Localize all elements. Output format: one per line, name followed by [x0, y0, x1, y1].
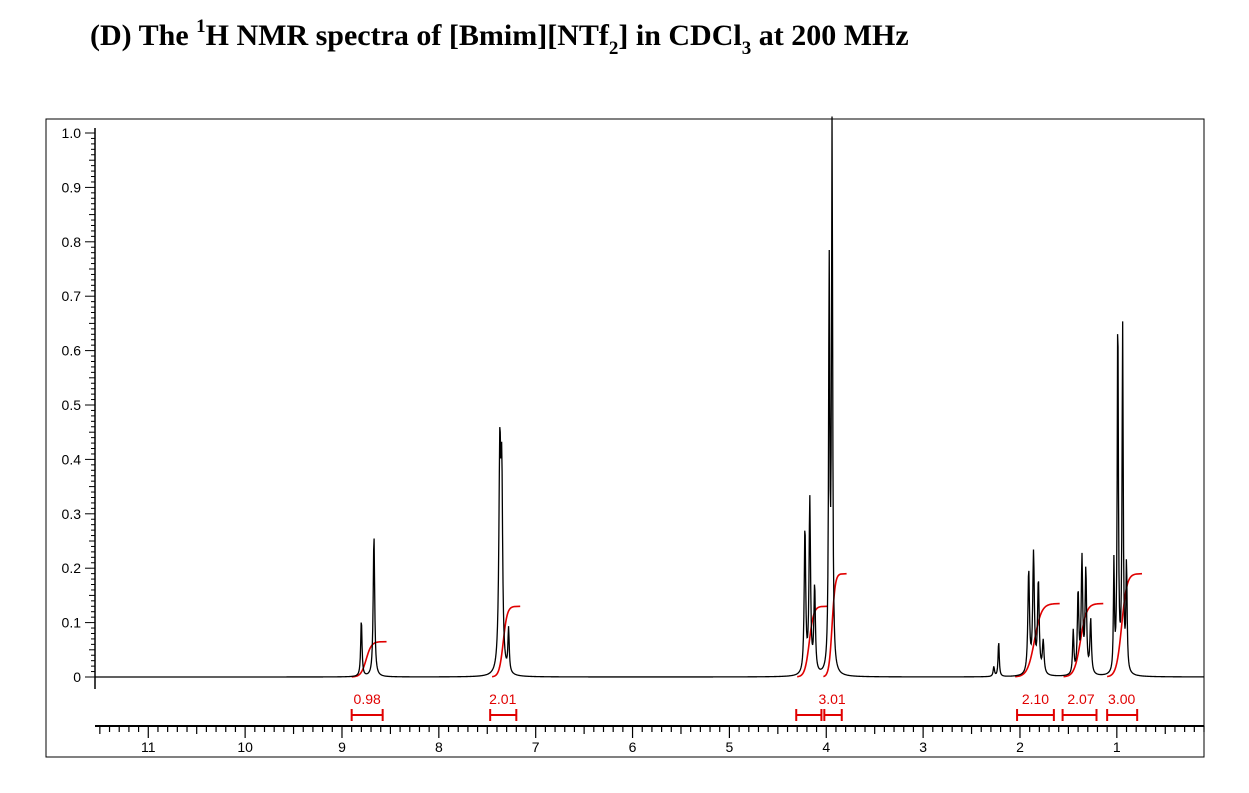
- y-tick-label: 0.7: [62, 288, 82, 304]
- integral-curve: [1107, 572, 1143, 678]
- integral-curve: [491, 605, 521, 678]
- y-tick-label: 0: [73, 669, 81, 685]
- integral-value-label: 2.07: [1067, 691, 1094, 707]
- spectrum-line: [95, 116, 1204, 678]
- title-mid: ] in CDCl: [618, 19, 742, 52]
- title-panel-label: (D): [90, 19, 132, 52]
- integral-value-label: 3.00: [1108, 691, 1135, 707]
- title-suffix: at 200 MHz: [751, 19, 909, 52]
- integral-curves: [351, 572, 1143, 678]
- x-tick-label: 9: [338, 739, 346, 755]
- integral-curve: [797, 605, 828, 678]
- y-tick-label: 0.9: [62, 179, 82, 195]
- plot-frame: [45, 118, 1205, 758]
- integral-value-label: 2.10: [1022, 691, 1049, 707]
- integral-curve: [823, 572, 847, 678]
- x-tick-label: 5: [726, 739, 734, 755]
- y-tick-label: 1.0: [62, 125, 82, 141]
- title-isotope: 1: [196, 16, 206, 37]
- integral-labels: 0.98 2.01 3.01 2.10 2.07 3.00: [350, 691, 1139, 721]
- x-tick-label: 8: [435, 739, 443, 755]
- y-axis: 0 0.1 0.2 0.3 0.4 0.5 0.6 0.7 0.8 0.9 1.0: [62, 125, 96, 689]
- y-tick-label: 0.6: [62, 343, 82, 359]
- x-tick-label: 1: [1113, 739, 1121, 755]
- x-tick-label: 4: [822, 739, 830, 755]
- title-sub-2: 2: [608, 38, 619, 59]
- x-tick-label: 2: [1016, 739, 1024, 755]
- title-nucleus: H NMR spectra of [Bmim][NTf: [205, 19, 609, 52]
- title-sub-3: 3: [741, 38, 752, 59]
- x-tick-label: 10: [237, 739, 253, 755]
- integral-value-label: 3.01: [818, 691, 845, 707]
- title-prefix: The: [138, 19, 197, 52]
- integral-value-label: 0.98: [354, 691, 381, 707]
- y-tick-label: 0.5: [62, 397, 82, 413]
- x-tick-label: 3: [919, 739, 927, 755]
- integral-curve: [351, 640, 387, 678]
- y-tick-label: 0.2: [62, 560, 82, 576]
- y-tick-label: 0.8: [62, 234, 82, 250]
- x-tick-label: 6: [629, 739, 637, 755]
- x-axis: 11 10 9 8 7 6 5 4 3 2 1: [95, 725, 1205, 755]
- integral-value-label: 2.01: [489, 691, 516, 707]
- y-tick-label: 0.4: [62, 451, 82, 467]
- x-tick-label: 7: [532, 739, 540, 755]
- y-tick-label: 0.1: [62, 615, 82, 631]
- chart-title: (D) The 1H NMR spectra of [Bmim][NTf2] i…: [90, 16, 909, 59]
- x-tick-label: 11: [141, 739, 156, 755]
- y-tick-label: 0.3: [62, 506, 82, 522]
